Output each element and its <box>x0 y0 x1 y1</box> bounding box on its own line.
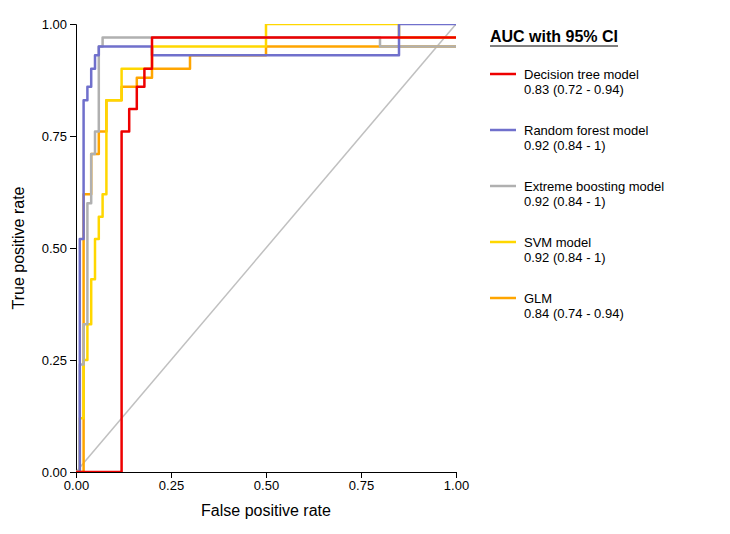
tick-label: 0.25 <box>42 353 67 368</box>
tick: 0.00 <box>64 472 89 493</box>
legend-label: Random forest model0.92 (0.84 - 1) <box>524 123 648 154</box>
tick: 1.00 <box>444 472 469 493</box>
legend-label: SVM model0.92 (0.84 - 1) <box>524 235 606 266</box>
legend-swatch <box>490 241 516 244</box>
roc-curve <box>76 24 456 472</box>
legend-item: Random forest model0.92 (0.84 - 1) <box>490 123 648 154</box>
tick: 1.00 <box>42 17 76 32</box>
tick-label: 0.25 <box>159 478 184 493</box>
legend-swatch <box>490 297 516 300</box>
legend-label-line: SVM model <box>524 235 591 250</box>
tick-mark <box>266 472 267 478</box>
legend-label-line: Decision tree model <box>524 67 639 82</box>
roc-curve <box>76 37 456 472</box>
axis-line <box>70 25 77 473</box>
x-axis: 0.00 0.25 0.50 0.75 1.00 <box>64 472 469 493</box>
tick-label: 0.00 <box>64 478 89 493</box>
chart: 0.00 0.25 0.50 0.75 1.00 0.00 0.25 0.50 0.75 1.00… <box>0 0 730 534</box>
tick-label: 0.50 <box>254 478 279 493</box>
legend-item: Extreme boosting model0.92 (0.84 - 1) <box>490 179 664 210</box>
tick-label: 0.50 <box>42 241 67 256</box>
tick-label: 1.00 <box>42 17 67 32</box>
legend-label: GLM0.84 (0.74 - 0.94) <box>524 291 624 322</box>
tick-label: 0.75 <box>42 129 67 144</box>
legend-label-line: Random forest model <box>524 123 648 138</box>
y-axis-title: True positive rate <box>10 186 27 309</box>
legend-label: Extreme boosting model0.92 (0.84 - 1) <box>524 179 664 210</box>
tick-mark <box>171 472 172 478</box>
tick: 0.25 <box>159 472 184 493</box>
tick-mark <box>70 472 76 473</box>
legend-item: GLM0.84 (0.74 - 0.94) <box>490 291 624 322</box>
tick: 0.25 <box>42 353 76 368</box>
tick: 0.75 <box>42 129 76 144</box>
axis-line <box>77 473 457 479</box>
legend-item: SVM model0.92 (0.84 - 1) <box>490 235 606 266</box>
lines <box>76 24 456 472</box>
tick-mark <box>70 136 76 137</box>
plot-area: 0.00 0.25 0.50 0.75 1.00 0.00 0.25 0.50 0.75 1.00… <box>10 17 469 519</box>
tick: 0.50 <box>254 472 279 493</box>
legend-label-line: GLM <box>524 291 552 306</box>
y-axis: 0.00 0.25 0.50 0.75 1.00 <box>42 17 77 480</box>
legend-item: Decision tree model0.83 (0.72 - 0.94) <box>490 67 639 98</box>
legend: AUC with 95% CI Decision tree model0.83 (… <box>490 28 664 321</box>
tick-label: 1.00 <box>444 478 469 493</box>
legend-label-line: 0.83 (0.72 - 0.94) <box>524 82 624 97</box>
tick-mark <box>456 472 457 478</box>
tick-mark <box>70 248 76 249</box>
roc-curve <box>76 37 456 472</box>
legend-label-line: 0.92 (0.84 - 1) <box>524 250 606 265</box>
tick: 0.50 <box>42 241 76 256</box>
roc-curve <box>76 24 456 472</box>
legend-swatch <box>490 185 516 188</box>
tick: 0.00 <box>42 465 76 480</box>
legend-label-line: 0.84 (0.74 - 0.94) <box>524 306 624 321</box>
reference-line <box>76 24 456 472</box>
tick-label: 0.00 <box>42 465 67 480</box>
tick-mark <box>70 360 76 361</box>
legend-label-line: 0.92 (0.84 - 1) <box>524 194 606 209</box>
tick-mark <box>70 24 76 25</box>
legend-label-line: 0.92 (0.84 - 1) <box>524 138 606 153</box>
legend-swatch <box>490 73 516 76</box>
legend-swatch <box>490 129 516 132</box>
legend-title: AUC with 95% CI <box>490 28 618 45</box>
legend-label-line: Extreme boosting model <box>524 179 664 194</box>
legend-label: Decision tree model0.83 (0.72 - 0.94) <box>524 67 639 98</box>
tick-label: 0.75 <box>349 478 374 493</box>
legend-title-underline <box>490 46 618 47</box>
tick-mark <box>361 472 362 478</box>
tick: 0.75 <box>349 472 374 493</box>
x-axis-title: False positive rate <box>201 502 331 519</box>
